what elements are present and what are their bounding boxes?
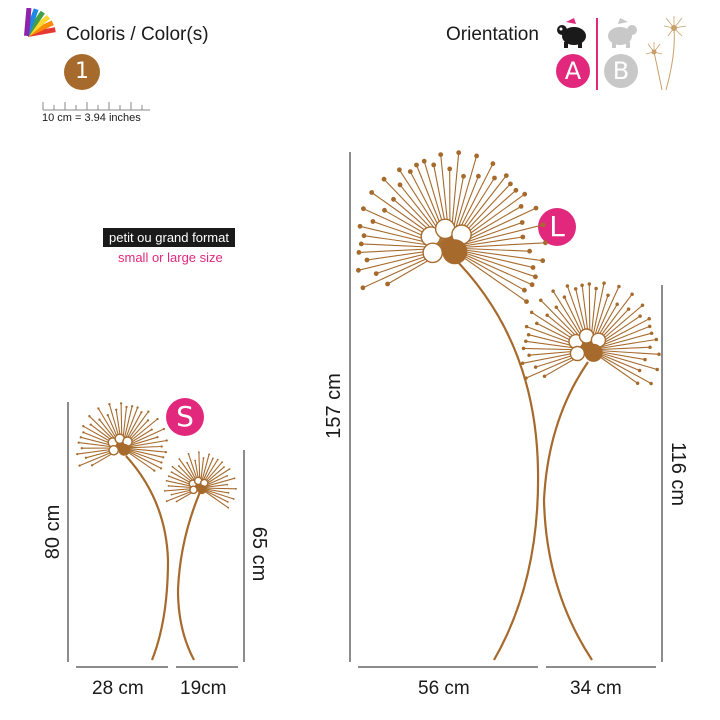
stem-small-right bbox=[176, 491, 202, 661]
large-height-left: 157 cm bbox=[323, 373, 345, 439]
stem-small-left bbox=[125, 455, 170, 661]
turtle-icon-a bbox=[557, 18, 586, 48]
large-width-right: 34 cm bbox=[570, 678, 622, 699]
orientation-a-badge[interactable]: A bbox=[556, 54, 590, 88]
size-large-badge: L bbox=[538, 208, 576, 246]
colors-title: Coloris / Color(s) bbox=[66, 24, 209, 45]
dandelion-head-large-right bbox=[520, 281, 661, 386]
dandelion-head-small-right bbox=[163, 451, 237, 509]
large-height-right: 116 cm bbox=[667, 441, 689, 507]
format-french-label: petit ou grand format bbox=[103, 228, 235, 247]
dandelion-head-small-left bbox=[76, 402, 168, 472]
size-small-badge: S bbox=[166, 398, 204, 436]
turtle-icon-b bbox=[608, 18, 637, 48]
color-palette-icon bbox=[24, 8, 56, 37]
dandelion-thumbnail-icon bbox=[645, 16, 687, 91]
stem-large-right bbox=[542, 361, 593, 661]
large-width-left: 56 cm bbox=[418, 678, 470, 699]
small-height-left: 80 cm bbox=[42, 504, 64, 560]
dandelion-head-large-left bbox=[356, 150, 548, 304]
stem-large-left bbox=[451, 255, 540, 661]
small-width-left: 28 cm bbox=[92, 678, 144, 699]
format-english-label: small or large size bbox=[118, 250, 223, 265]
small-width-right: 19cm bbox=[180, 678, 227, 699]
orientation-title: Orientation bbox=[446, 24, 539, 45]
color-number-badge: 1 bbox=[64, 54, 100, 90]
small-height-right: 65 cm bbox=[248, 526, 270, 582]
scale-label: 10 cm = 3.94 inches bbox=[42, 112, 141, 124]
scale-ruler bbox=[42, 102, 150, 111]
orientation-divider bbox=[596, 18, 598, 90]
orientation-b-badge[interactable]: B bbox=[604, 54, 638, 88]
